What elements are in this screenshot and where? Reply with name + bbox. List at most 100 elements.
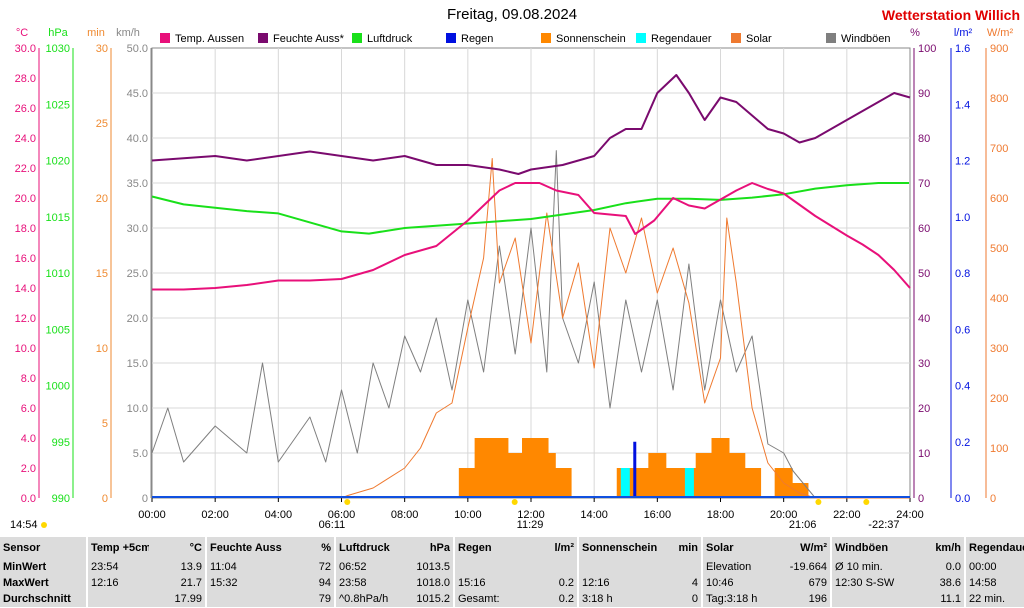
legend-swatch (258, 33, 268, 43)
stats-cell-time (86, 591, 149, 607)
stats-cell-value: 17.99 (174, 593, 202, 605)
chart-legend: Temp. Aussen Feuchte Auss* Luftdruck Regen S… (160, 33, 891, 45)
tick-label-solar: 500 (990, 243, 1008, 255)
tick-label-rain: 0.2 (955, 437, 970, 449)
stats-cell-time: Tag:3:18 h (701, 591, 774, 607)
stats-header-pressure: Luftdruck (334, 537, 407, 559)
legend-swatch (731, 33, 741, 43)
stats-table: Sensor Temp +5cm °C Feuchte Auss % Luftd… (0, 537, 1024, 607)
tick-label-wind: 45.0 (127, 88, 148, 100)
stats-cell-value: 13.9 (180, 561, 202, 573)
unit-label-humidity: % (910, 27, 920, 39)
stats-cell-time: 00:00 (964, 559, 1024, 575)
stats-cell-value (665, 559, 702, 575)
tick-label-rain: 0.0 (955, 493, 970, 505)
stats-cell-time (830, 591, 913, 607)
tick-label-temperature: 0.0 (21, 493, 36, 505)
tick-label-pressure: 995 (52, 437, 70, 449)
stats-cell-time: 23:58 (334, 575, 407, 591)
marker-moon-label: -22:37 (868, 519, 899, 531)
tick-label-rain: 0.8 (955, 268, 970, 280)
stats-header-humidity-unit: % (321, 542, 331, 554)
sunshine-bar (490, 438, 509, 498)
stats-row-label: MaxWert (3, 577, 49, 589)
unit-label-solar: W/m² (987, 27, 1014, 39)
tick-label-temperature: 20.0 (15, 193, 36, 205)
tick-label-rain: 1.0 (955, 212, 970, 224)
stats-header-sunshine: Sonnenschein (577, 537, 665, 559)
tick-label-solar: 600 (990, 193, 1008, 205)
marker-noon-label: 11:29 (517, 519, 544, 531)
stats-cell-time: 3:18 h (577, 591, 665, 607)
stats-cell-value: 1015.2 (416, 593, 450, 605)
tick-label-sunshine: 20 (96, 193, 108, 205)
stats-cell-value: 79 (318, 593, 331, 605)
sunshine-bar (790, 483, 809, 498)
tick-label-temperature: 4.0 (21, 433, 36, 445)
stats-header-temp: Temp +5cm (86, 537, 149, 559)
tick-label-sunshine: 25 (96, 118, 108, 130)
stats-header-pressure-unit: hPa (429, 542, 450, 554)
sunshine-bar (537, 453, 556, 498)
tick-label-humidity: 0 (918, 493, 924, 505)
tick-label-humidity: 70 (918, 178, 930, 190)
stats-header-sunshine-unit: min (678, 542, 698, 554)
unit-label-rain: l/m² (954, 27, 973, 39)
series-line-temp-aussen (152, 182, 911, 291)
tick-label-sunshine: 5 (102, 418, 108, 430)
stats-cell-value: 0.2 (558, 577, 574, 589)
series-line-solar (341, 158, 910, 499)
tick-label-temperature: 2.0 (21, 463, 36, 475)
tick-label-wind: 35.0 (127, 178, 148, 190)
tick-label-humidity: 90 (918, 88, 930, 100)
stats-cell-time: 23:54 (86, 559, 149, 575)
marker-time-left-dot (41, 522, 47, 528)
tick-label-temperature: 16.0 (15, 253, 36, 265)
tick-label-sunshine: 10 (96, 343, 108, 355)
stats-cell-value: 679 (808, 577, 827, 589)
stats-cell-time: 15:32 (205, 575, 283, 591)
tick-label-temperature: 30.0 (15, 43, 36, 55)
tick-label-temperature: 10.0 (15, 343, 36, 355)
tick-label-humidity: 20 (918, 403, 930, 415)
stats-cell-time: 12:30 S-SW (830, 575, 913, 591)
tick-label-wind: 10.0 (127, 403, 148, 415)
stats-cell-value: 11.1 (940, 593, 961, 605)
x-tick-label: 00:00 (138, 509, 166, 521)
stats-cell-time: 12:16 (86, 575, 149, 591)
tick-label-solar: 700 (990, 143, 1008, 155)
x-tick-label: 06:00 (328, 509, 356, 521)
x-tick-label: 04:00 (265, 509, 293, 521)
tick-label-temperature: 26.0 (15, 103, 36, 115)
stats-cell-value: 0.0 (945, 561, 961, 573)
tick-label-humidity: 30 (918, 358, 930, 370)
tick-label-pressure: 1030 (46, 43, 70, 55)
tick-label-rain: 1.4 (955, 99, 970, 111)
tick-label-pressure: 1010 (46, 268, 70, 280)
tick-label-humidity: 40 (918, 313, 930, 325)
stats-row-label: MinWert (3, 561, 47, 573)
tick-label-solar: 0 (990, 493, 996, 505)
legend-label: Feuchte Auss* (273, 33, 345, 45)
legend-label: Regen (461, 33, 493, 45)
x-tick-label: 18:00 (707, 509, 735, 521)
unit-label-sunshine: min (87, 27, 105, 39)
marker-sunset-dot (815, 499, 822, 505)
x-tick-label: 24:00 (896, 509, 924, 521)
tick-label-temperature: 24.0 (15, 133, 36, 145)
tick-label-temperature: 14.0 (15, 283, 36, 295)
x-tick-label: 20:00 (770, 509, 798, 521)
legend-label: Windböen (841, 33, 891, 45)
tick-label-wind: 5.0 (133, 448, 148, 460)
station-name: Wetterstation Willich (881, 7, 1020, 23)
tick-label-pressure: 990 (52, 493, 70, 505)
tick-label-wind: 15.0 (127, 358, 148, 370)
tick-label-wind: 50.0 (127, 43, 148, 55)
marker-sunset-label: 21:06 (789, 519, 817, 531)
tick-label-pressure: 1015 (46, 212, 70, 224)
stats-header-solar-unit: W/m² (800, 542, 827, 554)
sunshine-bar (743, 468, 762, 498)
legend-label: Luftdruck (367, 33, 413, 45)
tick-label-pressure: 1020 (46, 156, 70, 168)
tick-label-humidity: 80 (918, 133, 930, 145)
